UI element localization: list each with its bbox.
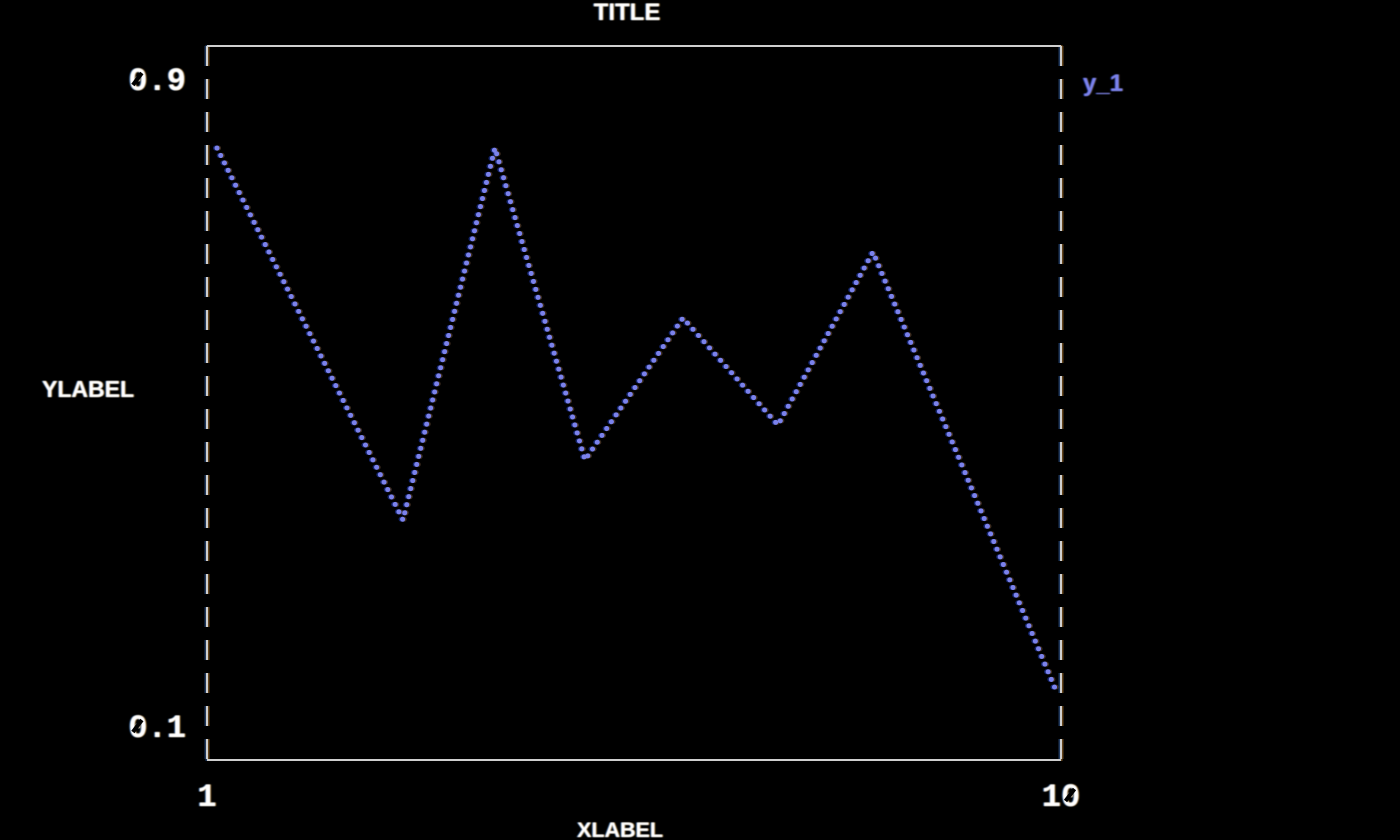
svg-text:XLABEL: XLABEL [577,818,663,840]
svg-text:YLABEL: YLABEL [42,376,134,402]
svg-text:y_1: y_1 [1083,70,1123,97]
svg-text:10: 10 [1042,779,1080,816]
svg-text:1: 1 [197,779,216,816]
svg-text:TITLE: TITLE [594,0,661,26]
